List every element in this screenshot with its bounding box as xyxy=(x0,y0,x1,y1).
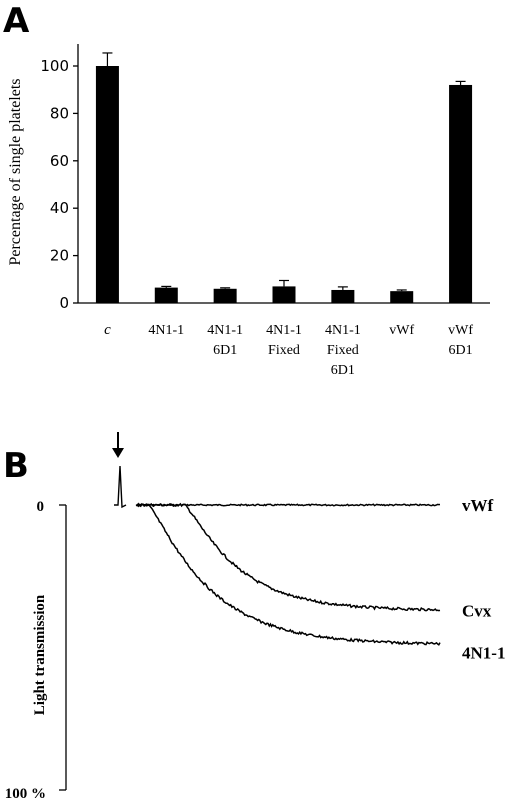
trace-label: 4N1-1 xyxy=(462,644,505,663)
category-label: 4N1-1 xyxy=(148,323,184,338)
trace-line xyxy=(135,502,441,612)
panel-letter-b: B xyxy=(3,446,29,486)
trace-label: vWf xyxy=(462,496,494,515)
arrow-head-icon xyxy=(112,448,124,458)
y-tick-label-a: 20 xyxy=(50,247,69,265)
bar xyxy=(272,286,296,303)
y-tick-label-a: 80 xyxy=(50,104,69,122)
y-axis-title-b: Light transmission xyxy=(32,594,48,715)
y-tick-label-a: 100 xyxy=(40,57,69,75)
bar xyxy=(154,287,178,303)
category-label: 4N1-1 Fixed 6D1 xyxy=(325,323,361,378)
category-label: vWf 6D1 xyxy=(448,323,473,358)
category-label: 4N1-1 Fixed xyxy=(266,323,302,358)
addition-spike xyxy=(114,465,127,509)
y-tick-label-a: 0 xyxy=(59,294,69,312)
y-tick-label-a: 40 xyxy=(50,199,69,217)
trace-label: Cvx xyxy=(462,601,492,620)
panel-letter-a: A xyxy=(3,1,30,41)
bar xyxy=(449,84,473,304)
y-tick-label-a: 60 xyxy=(50,152,69,170)
bar xyxy=(213,288,237,303)
bar xyxy=(390,291,414,303)
category-label: c xyxy=(104,322,111,338)
trace-line xyxy=(135,502,441,646)
bar-chart-a: 0 20 40 60 80 100 c 4N1-1 4N1-1 6D1 4N1-1 Fixed 4N1-… xyxy=(40,44,490,378)
y-axis-title-a: Percentage of single platelets xyxy=(7,78,24,265)
category-label: vWf xyxy=(389,323,414,338)
bar xyxy=(95,66,119,303)
y-tick-label-b-top: 0 xyxy=(37,499,45,515)
category-label: 4N1-1 6D1 xyxy=(207,323,243,358)
bar xyxy=(331,289,355,303)
trace-chart-b: 0 100 % vWf Cvx 4N1-1 xyxy=(5,432,505,800)
y-tick-label-b-bottom: 100 % xyxy=(5,786,46,800)
